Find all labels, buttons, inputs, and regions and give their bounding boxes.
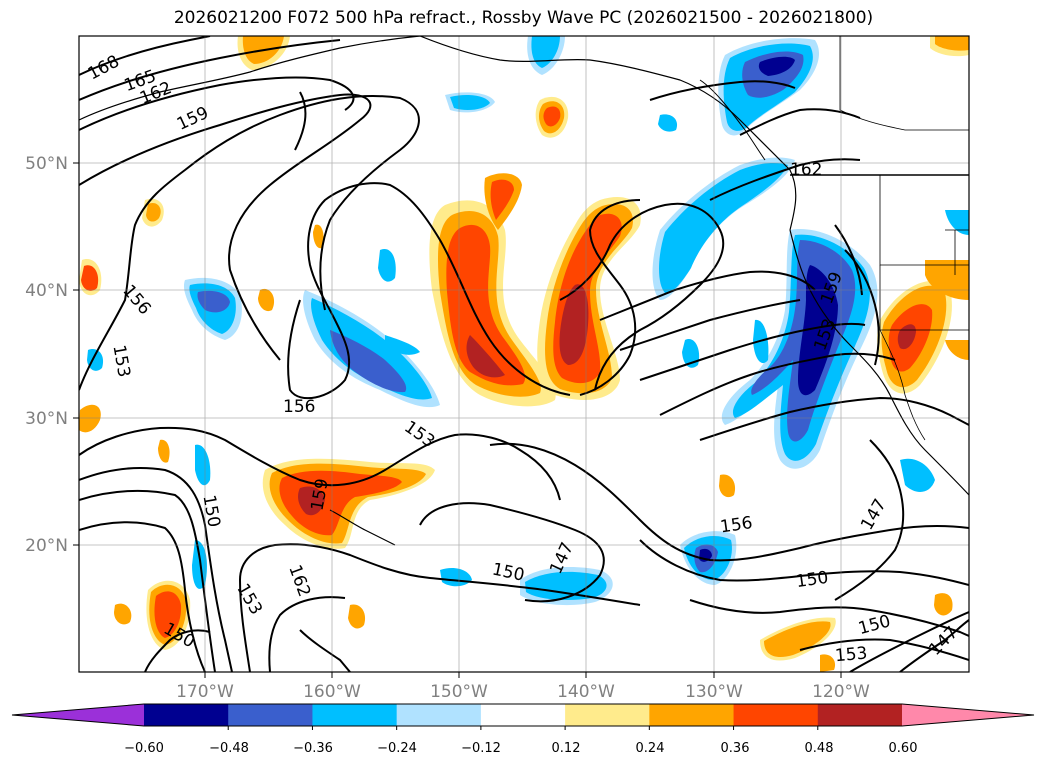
colorbar-tick-label: −0.48 [209, 741, 249, 756]
lon-label: 130°W [685, 682, 743, 702]
colorbar-extend-max [902, 704, 1034, 726]
contour-label: 153 [834, 644, 868, 667]
colorbar-tick-label: −0.24 [377, 741, 417, 756]
colorbar-cells [11, 703, 1035, 730]
negative-anomaly-offshore [652, 157, 795, 300]
colorbar-extend-min [12, 704, 144, 726]
colorbar-outline [11, 703, 1035, 727]
negative-anomaly-northeast [718, 38, 820, 136]
lon-label: 170°W [176, 682, 234, 702]
lon-label: 160°W [303, 682, 361, 702]
colorbar-tick-labels: −0.60 −0.48 −0.36 −0.24 −0.12 0.12 0.24 … [124, 741, 917, 756]
colorbar-cell [649, 704, 735, 726]
colorbar-cell [565, 704, 650, 726]
contour-label: 156 [719, 513, 754, 537]
negative-anomaly-south-east [680, 531, 737, 585]
colorbar-tick-label: 0.36 [721, 741, 750, 756]
colorbar-cell [144, 704, 229, 726]
lat-label: 30°N [25, 409, 68, 429]
colorbar-cell [733, 704, 819, 726]
negative-anomaly-west-central [303, 290, 440, 408]
contour-label: 150 [795, 568, 830, 592]
colorbar-cell [817, 704, 903, 726]
positive-anomaly-baja [877, 281, 952, 394]
minor-anomaly-patches [79, 92, 969, 672]
lon-label: 140°W [557, 682, 615, 702]
gridlines [79, 36, 969, 672]
lon-label: 120°W [812, 682, 870, 702]
axis-ticks [73, 162, 842, 678]
positive-anomaly-north [535, 96, 569, 138]
lat-label: 50°N [25, 154, 68, 174]
contour-label: 162 [790, 160, 822, 180]
latitude-labels: 50°N 40°N 30°N 20°N [25, 154, 68, 556]
lon-label: 150°W [430, 682, 488, 702]
positive-anomaly-central-west [429, 173, 556, 407]
colorbar-tick-label: −0.60 [124, 741, 164, 756]
map-plot-area: 168 165 162 159 162 156 153 156 153 159 … [79, 36, 969, 672]
contour-labels: 168 165 162 159 162 156 153 156 153 159 … [85, 52, 963, 667]
negative-anomaly-top-central [527, 36, 565, 75]
positive-anomaly-southeast [760, 617, 836, 661]
colorbar-cell [312, 704, 398, 726]
lat-label: 40°N [25, 281, 68, 301]
plot-frame [78, 35, 970, 673]
positive-anomaly-southwest-edge [146, 580, 191, 650]
map-title: 2026021200 F072 500 hPa refract., Rossby… [173, 8, 874, 28]
coastlines [79, 36, 969, 546]
colorbar-tick-label: 0.48 [805, 741, 834, 756]
colorbar: −0.60 −0.48 −0.36 −0.24 −0.12 0.12 0.24 … [11, 703, 1035, 756]
colorbar-cell [228, 704, 313, 726]
height-contours [79, 36, 969, 672]
lat-label: 20°N [25, 536, 68, 556]
colorbar-cell [480, 704, 566, 726]
colorbar-tick-label: −0.12 [461, 741, 501, 756]
colorbar-tick-label: 0.24 [636, 741, 665, 756]
negative-anomaly-far-west [183, 277, 242, 340]
contour-label: 156 [283, 397, 315, 417]
longitude-labels: 170°W 160°W 150°W 140°W 130°W 120°W [176, 682, 870, 702]
colorbar-tick-label: −0.36 [293, 741, 333, 756]
colorbar-tick-label: 0.12 [552, 741, 581, 756]
colorbar-cell [396, 704, 482, 726]
colorbar-tick-label: 0.60 [889, 741, 918, 756]
